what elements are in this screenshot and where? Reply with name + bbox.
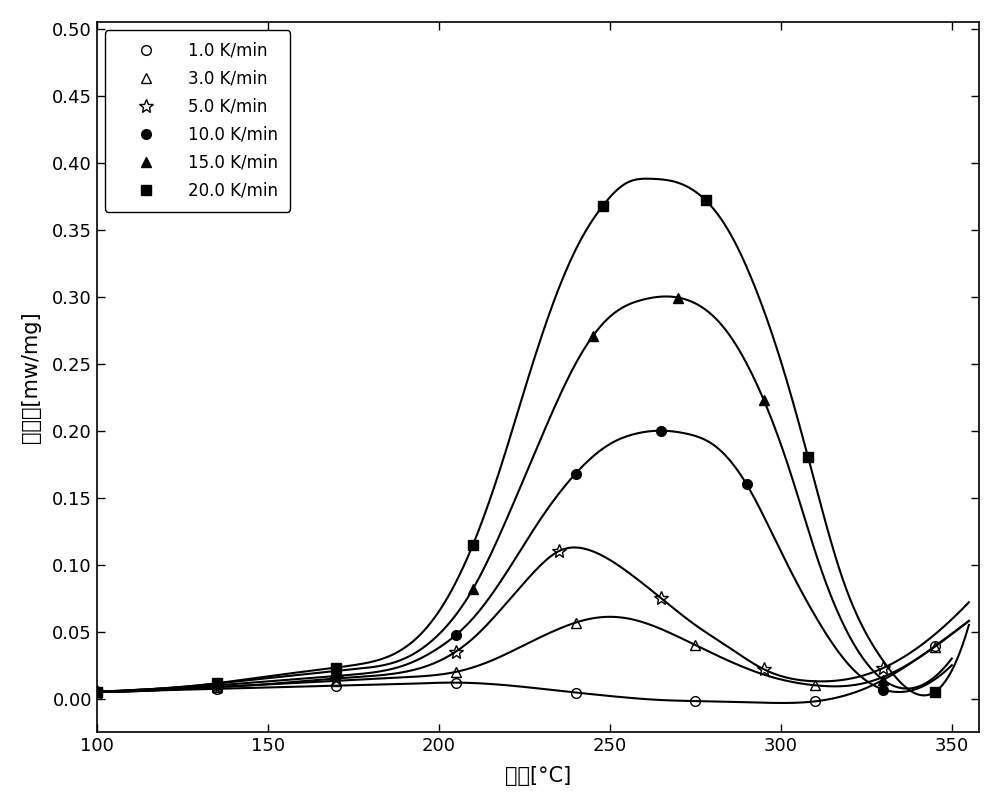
15.0 K/min	[91, 687, 103, 696]
3.0 K/min	[809, 680, 821, 690]
10.0 K/min	[450, 630, 462, 640]
Line: 3.0 K/min: 3.0 K/min	[92, 617, 940, 697]
3.0 K/min	[450, 667, 462, 677]
Line: 1.0 K/min: 1.0 K/min	[92, 642, 940, 706]
5.0 K/min	[655, 593, 667, 603]
1.0 K/min	[91, 687, 103, 696]
15.0 K/min	[467, 584, 479, 594]
10.0 K/min	[91, 687, 103, 696]
Line: 15.0 K/min: 15.0 K/min	[92, 293, 888, 697]
3.0 K/min	[330, 676, 342, 686]
3.0 K/min	[929, 642, 941, 652]
20.0 K/min	[929, 687, 941, 696]
15.0 K/min	[211, 679, 223, 688]
1.0 K/min	[211, 684, 223, 694]
10.0 K/min	[877, 684, 889, 694]
5.0 K/min	[91, 687, 103, 696]
1.0 K/min	[929, 642, 941, 651]
20.0 K/min	[467, 540, 479, 550]
Line: 10.0 K/min: 10.0 K/min	[92, 426, 888, 697]
X-axis label: 温度[°C]: 温度[°C]	[505, 766, 571, 786]
20.0 K/min	[211, 679, 223, 688]
1.0 K/min	[330, 681, 342, 691]
5.0 K/min	[877, 663, 889, 673]
15.0 K/min	[330, 666, 342, 675]
10.0 K/min	[330, 671, 342, 681]
5.0 K/min	[553, 546, 565, 556]
20.0 K/min	[91, 687, 103, 696]
3.0 K/min	[570, 617, 582, 627]
5.0 K/min	[330, 674, 342, 684]
3.0 K/min	[689, 640, 701, 650]
15.0 K/min	[758, 395, 770, 404]
15.0 K/min	[672, 293, 684, 303]
20.0 K/min	[597, 201, 609, 211]
3.0 K/min	[211, 682, 223, 692]
10.0 K/min	[741, 479, 753, 489]
1.0 K/min	[450, 678, 462, 688]
15.0 K/min	[877, 675, 889, 685]
Line: 5.0 K/min: 5.0 K/min	[90, 545, 890, 699]
10.0 K/min	[570, 469, 582, 479]
10.0 K/min	[655, 426, 667, 436]
15.0 K/min	[587, 332, 599, 341]
1.0 K/min	[570, 688, 582, 697]
Line: 20.0 K/min: 20.0 K/min	[92, 195, 940, 697]
Legend: 1.0 K/min, 3.0 K/min, 5.0 K/min, 10.0 K/min, 15.0 K/min, 20.0 K/min: 1.0 K/min, 3.0 K/min, 5.0 K/min, 10.0 K/…	[105, 31, 290, 211]
5.0 K/min	[450, 646, 462, 656]
3.0 K/min	[91, 687, 103, 696]
20.0 K/min	[700, 195, 712, 205]
20.0 K/min	[330, 663, 342, 672]
5.0 K/min	[758, 664, 770, 674]
20.0 K/min	[802, 453, 814, 462]
1.0 K/min	[809, 696, 821, 706]
10.0 K/min	[211, 680, 223, 690]
5.0 K/min	[211, 682, 223, 692]
1.0 K/min	[689, 696, 701, 706]
Y-axis label: 热流量[mw/mg]: 热流量[mw/mg]	[21, 312, 41, 443]
